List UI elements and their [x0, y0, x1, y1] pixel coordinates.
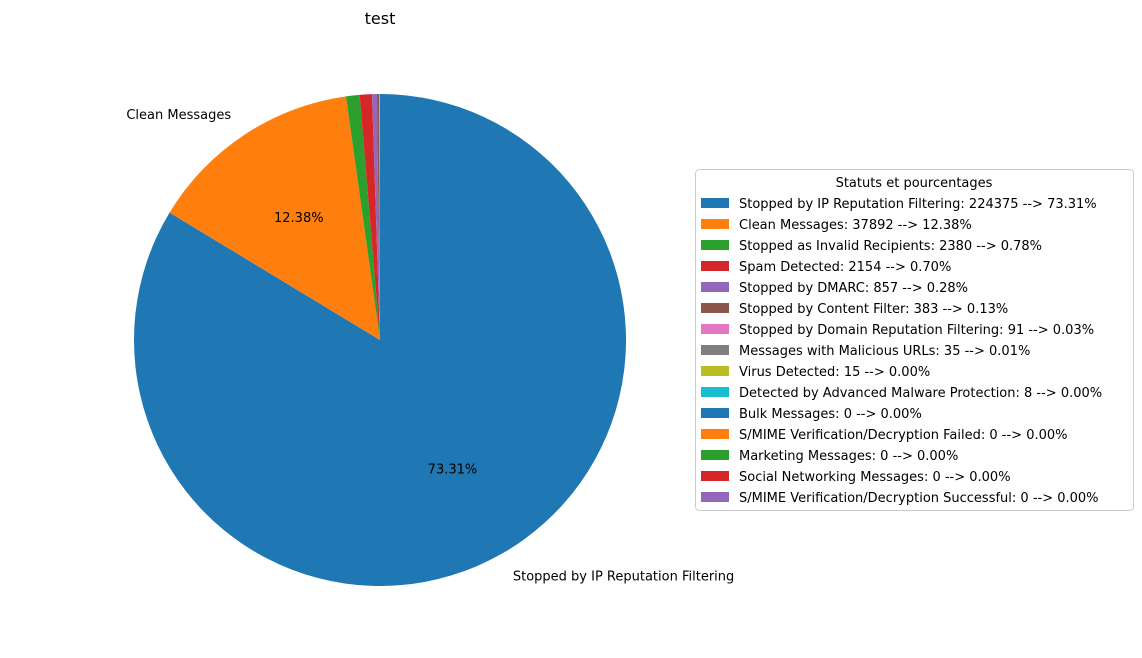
- pie-slice-stopped-by-dmarc: [372, 94, 380, 341]
- legend-label-stopped-by-dmarc: Stopped by DMARC: 857 --> 0.28%: [739, 281, 968, 296]
- pie-slice-stopped-by-content-filter: [376, 94, 380, 340]
- legend-swatch-virus-detected: [701, 366, 729, 376]
- legend-swatch-clean-messages: [701, 219, 729, 229]
- pie-slice-clean-messages: [169, 96, 380, 340]
- legend-label-s-mime-verification-decryption-failed: S/MIME Verification/Decryption Failed: 0…: [739, 428, 1068, 443]
- legend-swatch-marketing-messages: [701, 450, 729, 460]
- legend-label-messages-with-malicious-urls: Messages with Malicious URLs: 35 --> 0.0…: [739, 344, 1030, 359]
- legend-label-s-mime-verification-decryption-successful: S/MIME Verification/Decryption Successfu…: [739, 491, 1099, 506]
- legend-swatch-s-mime-verification-decryption-failed: [701, 429, 729, 439]
- legend-label-stopped-by-content-filter: Stopped by Content Filter: 383 --> 0.13%: [739, 302, 1008, 317]
- legend-label-stopped-as-invalid-recipients: Stopped as Invalid Recipients: 2380 --> …: [739, 239, 1042, 254]
- legend-label-spam-detected: Spam Detected: 2154 --> 0.70%: [739, 260, 951, 275]
- pie-labels: 73.31% Stopped by IP Reputation Filtering…: [126, 108, 734, 585]
- legend-swatch-s-mime-verification-decryption-successful: [701, 492, 729, 502]
- legend-swatch-spam-detected: [701, 261, 729, 271]
- legend-label-bulk-messages: Bulk Messages: 0 --> 0.00%: [739, 407, 922, 422]
- legend-swatch-bulk-messages: [701, 408, 729, 418]
- legend-label-social-networking-messages: Social Networking Messages: 0 --> 0.00%: [739, 470, 1011, 485]
- legend-swatch-messages-with-malicious-urls: [701, 345, 729, 355]
- legend-label-stopped-by-ip-reputation-filtering: Stopped by IP Reputation Filtering: 2243…: [739, 197, 1097, 212]
- pie-slice-spam-detected: [359, 94, 380, 340]
- legend-label-detected-by-advanced-malware-protection: Detected by Advanced Malware Protection:…: [739, 386, 1102, 401]
- legend-swatch-stopped-by-content-filter: [701, 303, 729, 313]
- legend-items: Stopped by IP Reputation Filtering: 2243…: [701, 197, 1102, 506]
- pie-slice-stopped-by-ip-reputation-filtering: [134, 94, 627, 586]
- chart-title: test: [365, 9, 396, 28]
- legend-swatch-stopped-by-ip-reputation-filtering: [701, 198, 729, 208]
- legend-swatch-stopped-as-invalid-recipients: [701, 240, 729, 250]
- legend-swatch-social-networking-messages: [701, 471, 729, 481]
- legend-label-marketing-messages: Marketing Messages: 0 --> 0.00%: [739, 449, 958, 464]
- pie-slice-stopped-as-invalid-recipients: [345, 94, 380, 340]
- pie-slices: [134, 93, 627, 586]
- legend-title: Statuts et pourcentages: [836, 176, 993, 191]
- legend-label-stopped-by-domain-reputation-filtering: Stopped by Domain Reputation Filtering: …: [739, 323, 1094, 338]
- legend-swatch-stopped-by-dmarc: [701, 282, 729, 292]
- legend-swatch-stopped-by-domain-reputation-filtering: [701, 324, 729, 334]
- legend: Statuts et pourcentages Stopped by IP Re…: [695, 169, 1134, 511]
- pct-label-stopped-by-ip-reputation-filtering: 73.31%: [428, 463, 478, 478]
- pie-slice-stopped-by-domain-reputation-filtering: [379, 93, 380, 340]
- legend-frame: [695, 169, 1134, 511]
- legend-swatch-detected-by-advanced-malware-protection: [701, 387, 729, 397]
- legend-label-clean-messages: Clean Messages: 37892 --> 12.38%: [739, 218, 972, 233]
- outer-label-stopped-by-ip-reputation-filtering: Stopped by IP Reputation Filtering: [513, 570, 734, 585]
- pct-label-clean-messages: 12.38%: [274, 211, 324, 226]
- outer-label-clean-messages: Clean Messages: [126, 108, 231, 123]
- legend-label-virus-detected: Virus Detected: 15 --> 0.00%: [739, 365, 930, 380]
